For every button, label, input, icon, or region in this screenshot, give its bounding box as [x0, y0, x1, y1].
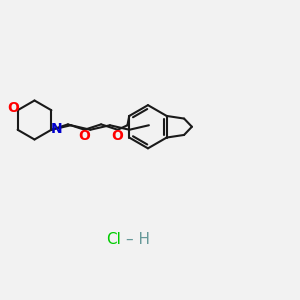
Text: O: O	[112, 129, 124, 143]
Text: O: O	[7, 101, 19, 115]
Text: O: O	[79, 129, 91, 143]
Text: – H: – H	[126, 232, 150, 247]
Text: Cl: Cl	[106, 232, 122, 247]
Text: N: N	[51, 122, 63, 136]
